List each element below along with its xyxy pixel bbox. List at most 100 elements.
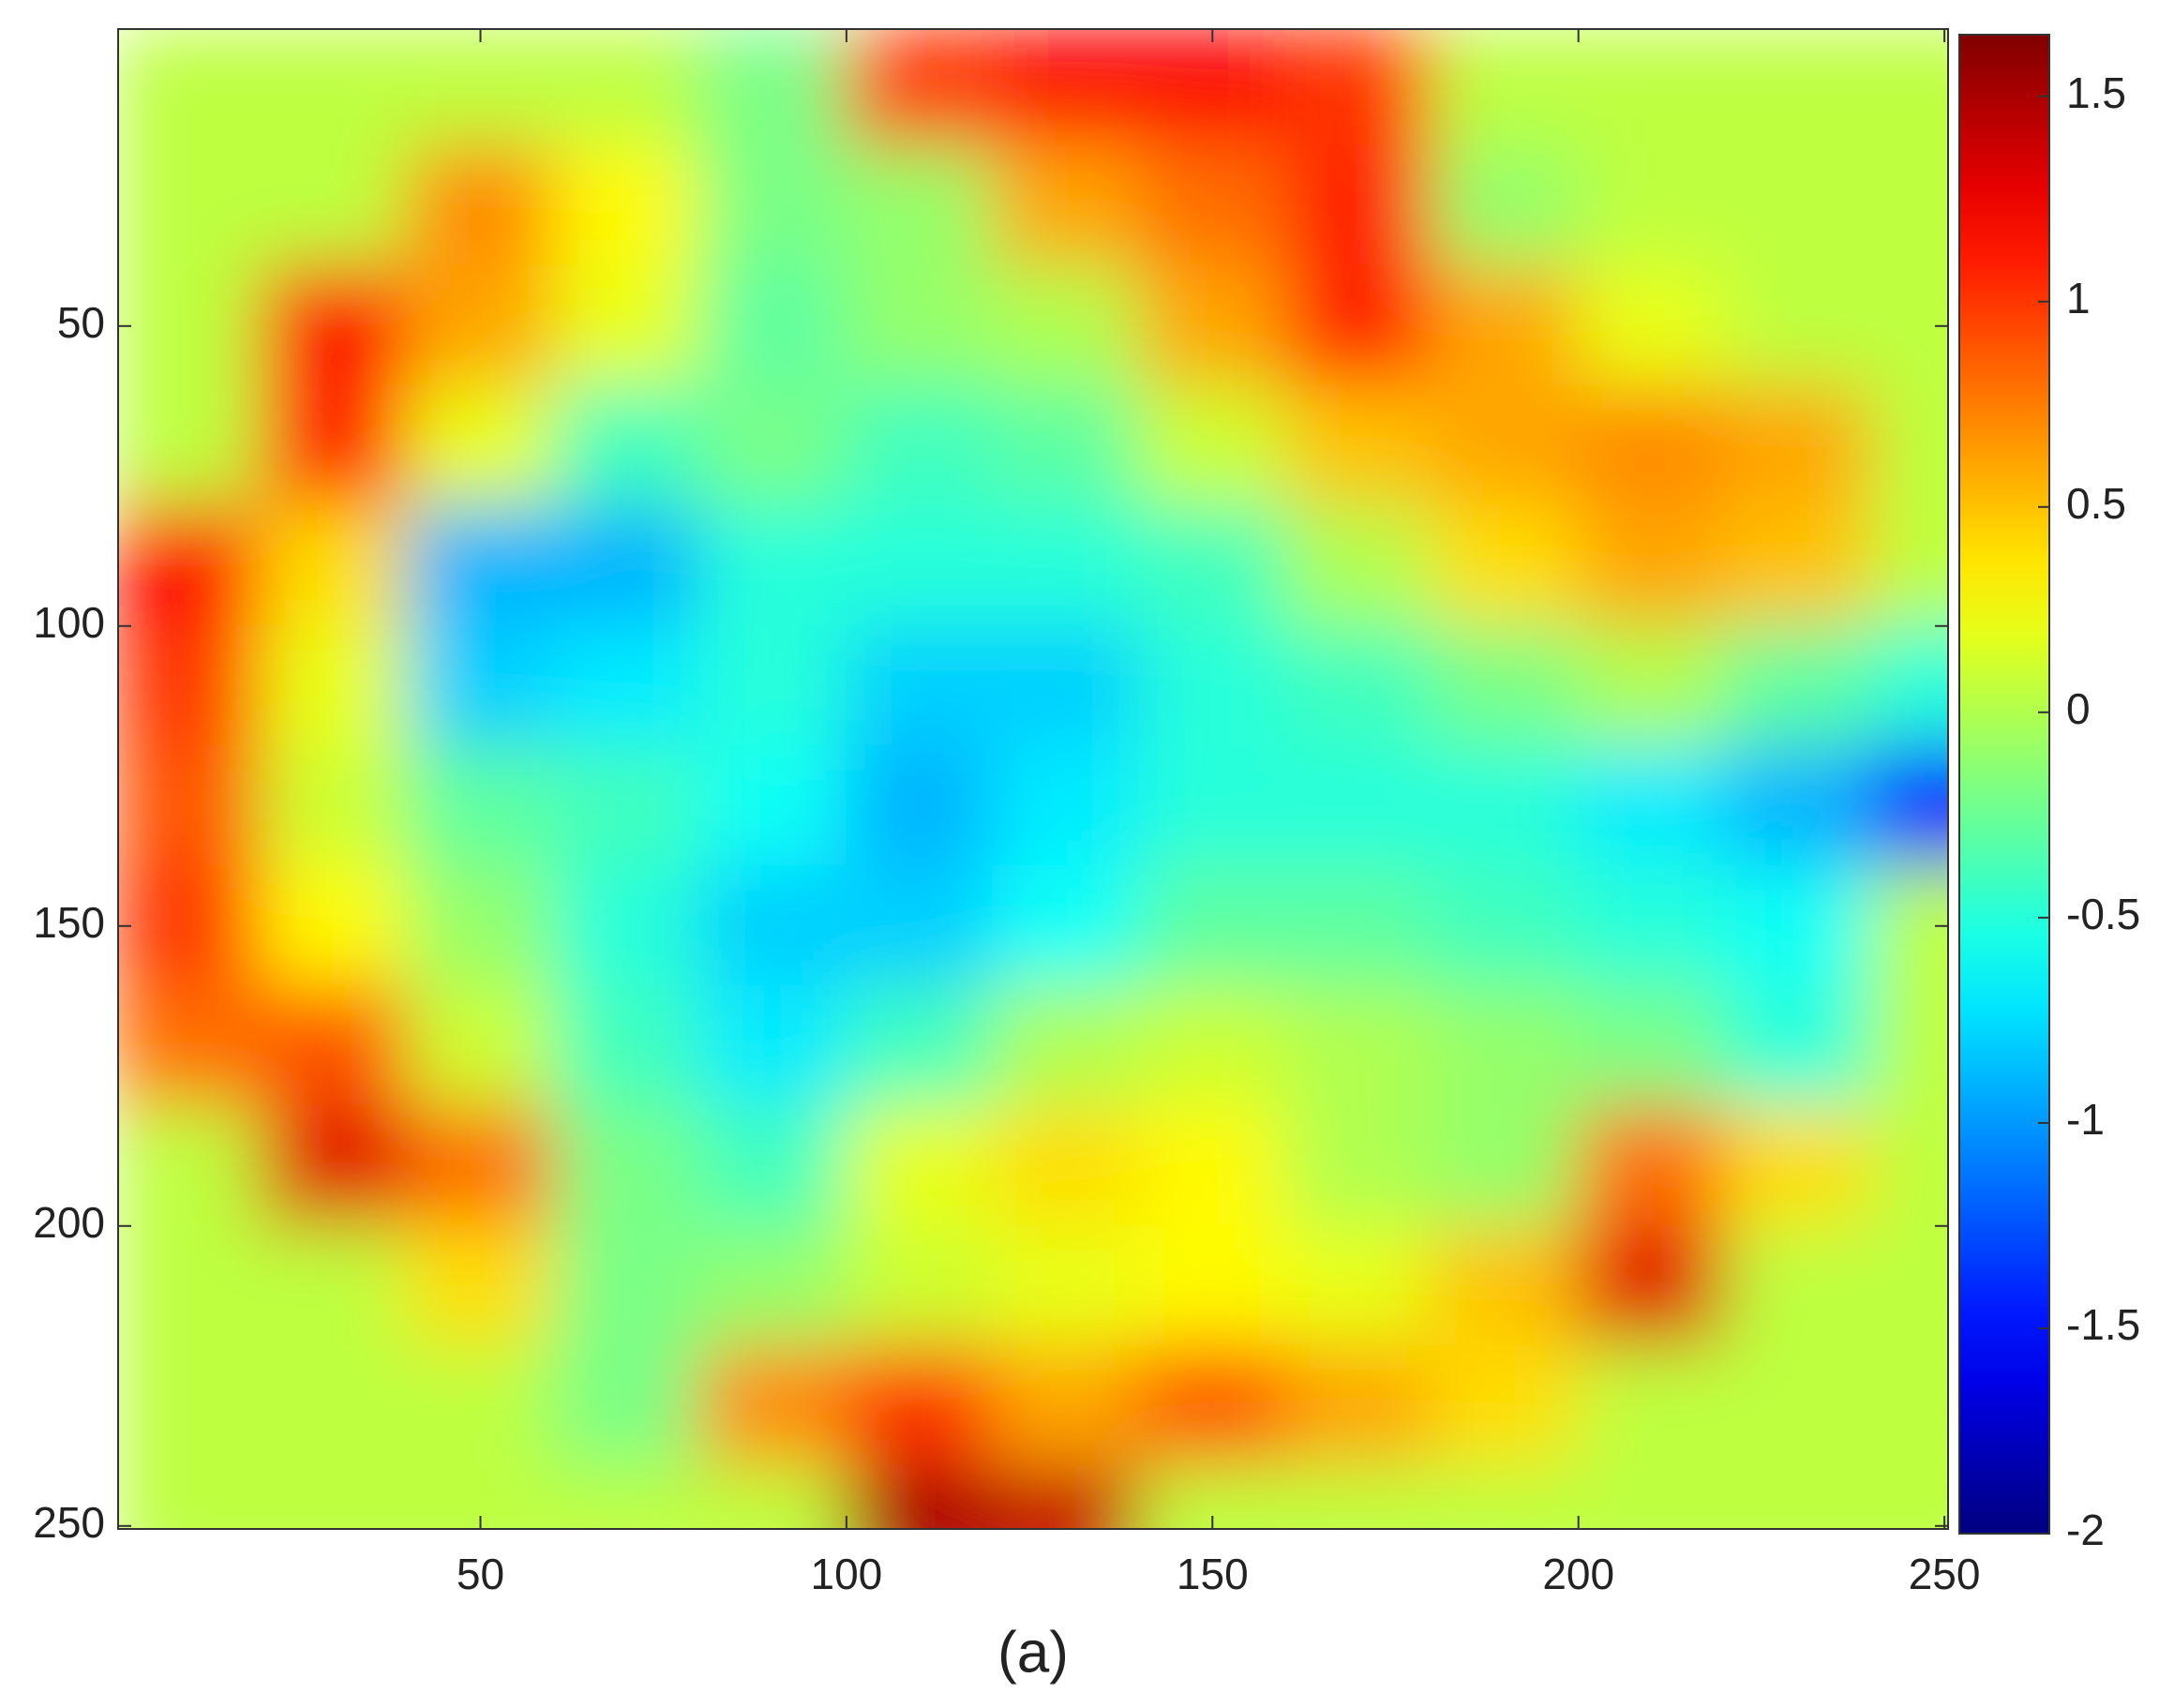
heatmap-cell <box>260 504 409 627</box>
y-tick-label: 100 <box>33 598 105 647</box>
heatmap-cell <box>992 264 1141 387</box>
heatmap-cell <box>1284 1464 1433 1529</box>
colorbar-tick-label: 0 <box>2066 684 2091 733</box>
heatmap-cell <box>260 1344 409 1467</box>
heatmap-cell <box>698 864 847 987</box>
heatmap-cell <box>552 264 701 387</box>
heatmap-cell <box>1431 1224 1580 1347</box>
heatmap-cell <box>1431 984 1580 1107</box>
heatmap-cell <box>552 1464 701 1529</box>
heatmap-cell <box>992 1224 1141 1347</box>
heatmap-cell <box>406 264 555 387</box>
heatmap-cell <box>260 29 409 147</box>
heatmap-cell <box>1138 864 1287 987</box>
heatmap-cell <box>1577 264 1726 387</box>
colorbar-tick-label: -0.5 <box>2066 890 2140 938</box>
heatmap-cell <box>260 1464 409 1529</box>
heatmap-cell <box>260 864 409 987</box>
heatmap-cell <box>698 144 847 267</box>
heatmap-cell <box>552 1344 701 1467</box>
heatmap-cell <box>1284 744 1433 867</box>
heatmap-cell <box>1577 1224 1726 1347</box>
heatmap-cell <box>406 1344 555 1467</box>
heatmap-cell <box>992 1104 1141 1227</box>
heatmap-cell <box>1577 624 1726 747</box>
heatmap-cell <box>698 624 847 747</box>
x-tick-label: 100 <box>811 1550 883 1598</box>
heatmap-cell <box>260 1104 409 1227</box>
heatmap-cell <box>552 504 701 627</box>
heatmap-cell <box>1284 864 1433 987</box>
heatmap-cell <box>552 144 701 267</box>
heatmap-cell <box>698 504 847 627</box>
colorbar-tick-label: -2 <box>2066 1506 2105 1554</box>
heatmap-cell <box>1723 624 1873 747</box>
y-tick-label: 150 <box>33 898 105 947</box>
heatmap-cell <box>1284 384 1433 507</box>
heatmap-cell <box>845 264 995 387</box>
heatmap-cell <box>1870 624 1948 747</box>
heatmap-cell <box>1723 1464 1873 1529</box>
heatmap-cell <box>118 1464 262 1529</box>
heatmap-cell <box>1284 144 1433 267</box>
heatmap-cell <box>118 864 262 987</box>
heatmap-cell <box>1870 1344 1948 1467</box>
heatmap-cell <box>406 504 555 627</box>
heatmap-cell <box>1577 864 1726 987</box>
heatmap-cell <box>1870 1464 1948 1529</box>
heatmap-cell <box>1870 1224 1948 1347</box>
heatmap-cell <box>406 984 555 1107</box>
heatmap-cell <box>1431 504 1580 627</box>
heatmap-cell <box>698 384 847 507</box>
heatmap-cell <box>845 144 995 267</box>
heatmap-cell <box>406 1224 555 1347</box>
heatmap-cell <box>845 624 995 747</box>
plot-area <box>118 29 1948 1529</box>
heatmap-cell <box>1284 29 1433 147</box>
heatmap-cell <box>1284 1344 1433 1467</box>
heatmap-cell <box>406 864 555 987</box>
y-tick-label: 50 <box>57 298 105 347</box>
heatmap-cell <box>992 864 1141 987</box>
colorbar-tick-label: 0.5 <box>2066 479 2126 528</box>
colorbar-tick-label: -1 <box>2066 1095 2105 1144</box>
heatmap-cell <box>406 744 555 867</box>
heatmap-cell <box>1138 264 1287 387</box>
heatmap-cell <box>992 1344 1141 1467</box>
heatmap-cell <box>992 1464 1141 1529</box>
heatmap-cell <box>1723 504 1873 627</box>
heatmap-cell <box>1577 984 1726 1107</box>
x-tick-label: 50 <box>457 1550 504 1598</box>
heatmap-cell <box>406 1104 555 1227</box>
heatmap-cell <box>118 264 262 387</box>
heatmap-cell <box>1723 984 1873 1107</box>
y-tick-label: 250 <box>33 1498 105 1547</box>
heatmap-cell <box>552 864 701 987</box>
heatmap-cell <box>552 29 701 147</box>
heatmap-cells <box>118 29 1948 1529</box>
heatmap-cell <box>406 144 555 267</box>
heatmap-cell <box>992 29 1141 147</box>
heatmap-cell <box>1723 29 1873 147</box>
heatmap-cell <box>118 1344 262 1467</box>
heatmap-cell <box>1870 1104 1948 1227</box>
heatmap-cell <box>1723 144 1873 267</box>
heatmap-cell <box>1284 264 1433 387</box>
heatmap-cell <box>1723 1104 1873 1227</box>
heatmap-cell <box>406 384 555 507</box>
heatmap-cell <box>406 624 555 747</box>
heatmap-cell <box>1284 984 1433 1107</box>
heatmap-cell <box>992 144 1141 267</box>
heatmap-cell <box>992 744 1141 867</box>
heatmap-cell <box>1431 144 1580 267</box>
caption: (a) <box>997 1620 1069 1685</box>
heatmap-cell <box>118 1104 262 1227</box>
heatmap-cell <box>698 744 847 867</box>
heatmap-cell <box>260 384 409 507</box>
heatmap-cell <box>1431 624 1580 747</box>
heatmap-cell <box>260 144 409 267</box>
heatmap-cell <box>1870 504 1948 627</box>
heatmap-cell <box>552 624 701 747</box>
heatmap-cell <box>1723 384 1873 507</box>
heatmap-cell <box>1870 744 1948 867</box>
